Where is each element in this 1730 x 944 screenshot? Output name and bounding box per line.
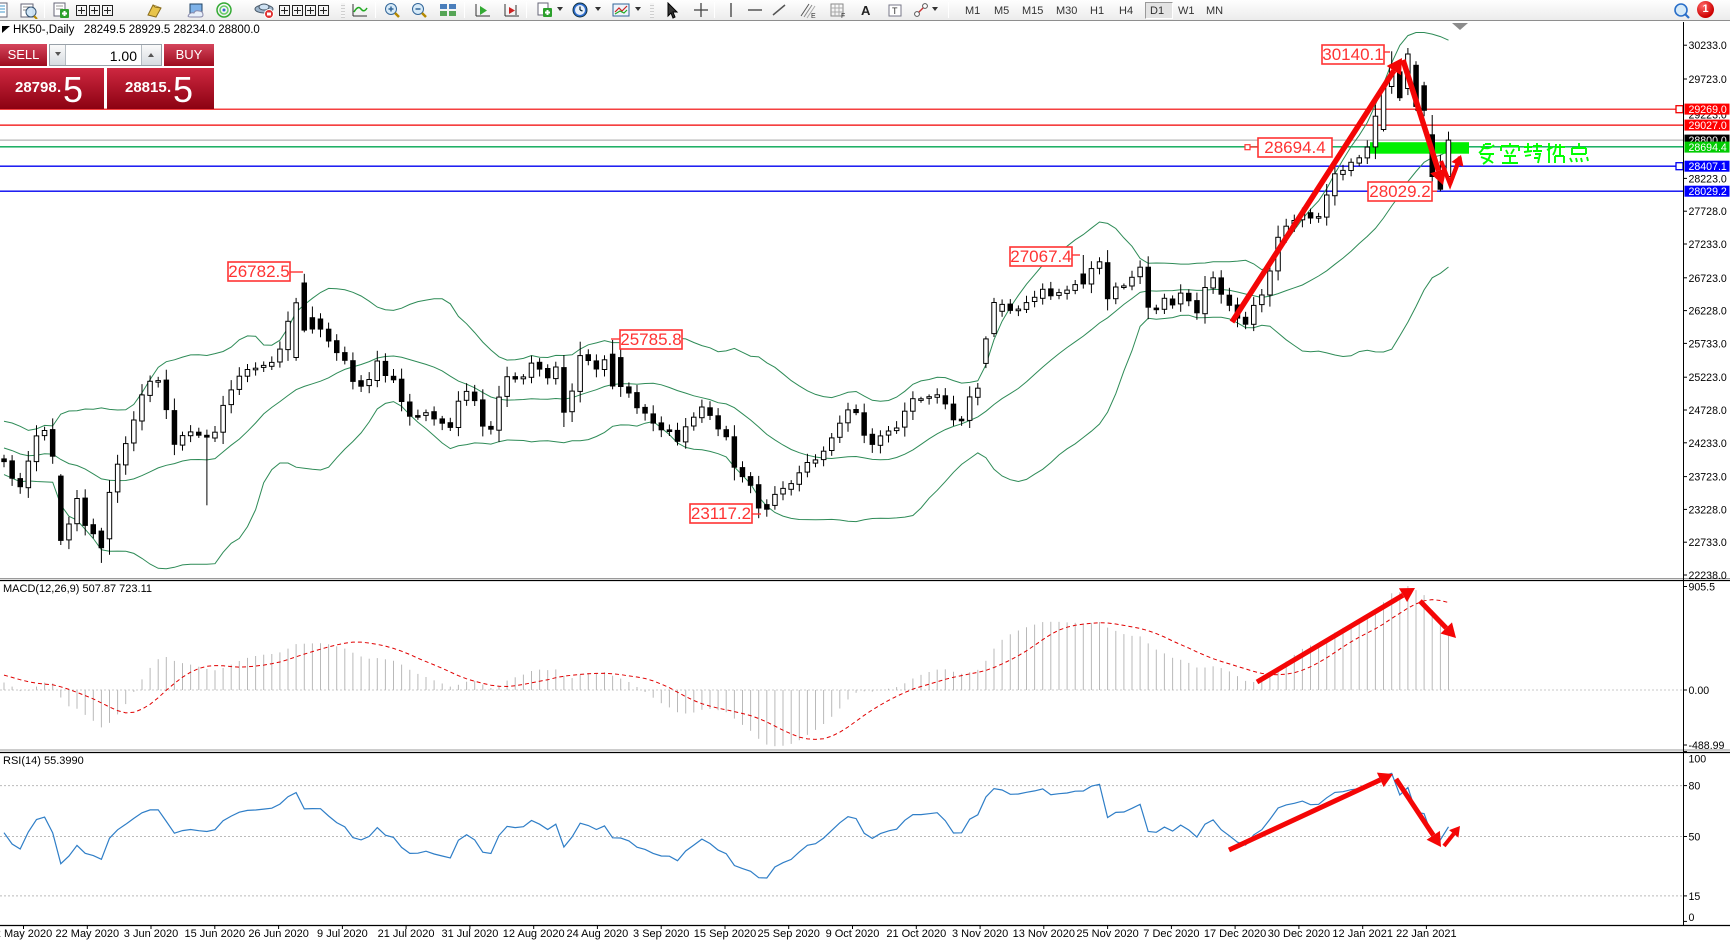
svg-text:24 Aug 2020: 24 Aug 2020 [567, 928, 629, 940]
svg-text:17 Dec 2020: 17 Dec 2020 [1204, 928, 1266, 940]
svg-text:50: 50 [1689, 831, 1701, 843]
svg-text:23723.0: 23723.0 [1689, 472, 1727, 484]
svg-text:-488.99: -488.99 [1689, 740, 1725, 752]
svg-text:0.00: 0.00 [1689, 685, 1710, 697]
svg-text:22 Jan 2021: 22 Jan 2021 [1396, 928, 1457, 940]
svg-text:MACD(12,26,9) 507.87 723.11: MACD(12,26,9) 507.87 723.11 [3, 583, 152, 595]
svg-text:HK50-,Daily 28249.5 28929.5: HK50-,Daily 28249.5 28929.5 28234.0 2880… [13, 24, 260, 36]
svg-text:28407.1: 28407.1 [1689, 161, 1727, 173]
svg-text:23228.0: 23228.0 [1689, 504, 1727, 516]
svg-text:30233.0: 30233.0 [1689, 40, 1727, 52]
svg-text:21 Oct 2020: 21 Oct 2020 [886, 928, 946, 940]
svg-text:23117.2: 23117.2 [691, 504, 751, 523]
svg-text:3 Jun 2020: 3 Jun 2020 [124, 928, 178, 940]
svg-text:100: 100 [1689, 753, 1707, 765]
svg-text:29723.0: 29723.0 [1689, 74, 1727, 86]
svg-text:F: F [841, 13, 845, 19]
svg-text:905.5: 905.5 [1689, 582, 1716, 594]
svg-text:2 May 2020: 2 May 2020 [0, 928, 52, 940]
svg-text:26723.0: 26723.0 [1689, 273, 1727, 285]
svg-text:15 Sep 2020: 15 Sep 2020 [694, 928, 756, 940]
svg-text:22 May 2020: 22 May 2020 [55, 928, 119, 940]
svg-text:12 Jan 2021: 12 Jan 2021 [1332, 928, 1393, 940]
svg-text:E: E [811, 13, 816, 19]
svg-text:28694.4: 28694.4 [1264, 138, 1325, 157]
svg-text:27067.4: 27067.4 [1010, 247, 1071, 266]
svg-text:26 Jun 2020: 26 Jun 2020 [248, 928, 309, 940]
svg-text:21 Jul 2020: 21 Jul 2020 [378, 928, 435, 940]
svg-text:25223.0: 25223.0 [1689, 372, 1727, 384]
svg-text:28694.4: 28694.4 [1689, 142, 1727, 154]
svg-text:0: 0 [1689, 912, 1695, 924]
svg-text:25733.0: 25733.0 [1689, 338, 1727, 350]
svg-text:22733.0: 22733.0 [1689, 537, 1727, 549]
svg-text:T: T [892, 6, 898, 16]
svg-text:12 Aug 2020: 12 Aug 2020 [503, 928, 565, 940]
svg-text:27728.0: 27728.0 [1689, 206, 1727, 218]
svg-text:26782.5: 26782.5 [228, 262, 289, 281]
svg-text:22238.0: 22238.0 [1689, 570, 1727, 582]
svg-text:9 Jul 2020: 9 Jul 2020 [317, 928, 368, 940]
svg-text:24728.0: 24728.0 [1689, 405, 1727, 417]
svg-text:30140.1: 30140.1 [1322, 45, 1383, 64]
svg-text:25 Nov 2020: 25 Nov 2020 [1076, 928, 1138, 940]
svg-text:3 Sep 2020: 3 Sep 2020 [633, 928, 689, 940]
svg-text:RSI(14) 55.3990: RSI(14) 55.3990 [3, 755, 84, 767]
svg-text:26228.0: 26228.0 [1689, 306, 1727, 318]
svg-text:7 Dec 2020: 7 Dec 2020 [1143, 928, 1199, 940]
svg-text:29027.0: 29027.0 [1689, 120, 1727, 132]
svg-text:28029.2: 28029.2 [1689, 186, 1727, 198]
svg-text:3 Nov 2020: 3 Nov 2020 [952, 928, 1008, 940]
svg-text:9 Oct 2020: 9 Oct 2020 [826, 928, 880, 940]
svg-text:25785.8: 25785.8 [620, 330, 681, 349]
svg-text:28029.2: 28029.2 [1369, 182, 1430, 201]
svg-text:30 Dec 2020: 30 Dec 2020 [1268, 928, 1330, 940]
svg-text:31 Jul 2020: 31 Jul 2020 [441, 928, 498, 940]
svg-text:27233.0: 27233.0 [1689, 239, 1727, 251]
svg-text:24233.0: 24233.0 [1689, 438, 1727, 450]
svg-text:29269.0: 29269.0 [1689, 104, 1727, 116]
svg-text:25 Sep 2020: 25 Sep 2020 [758, 928, 820, 940]
svg-text:15 Jun 2020: 15 Jun 2020 [185, 928, 246, 940]
svg-text:80: 80 [1689, 780, 1701, 792]
svg-text:13 Nov 2020: 13 Nov 2020 [1013, 928, 1075, 940]
svg-text:28223.0: 28223.0 [1689, 173, 1727, 185]
svg-text:15: 15 [1689, 891, 1701, 903]
